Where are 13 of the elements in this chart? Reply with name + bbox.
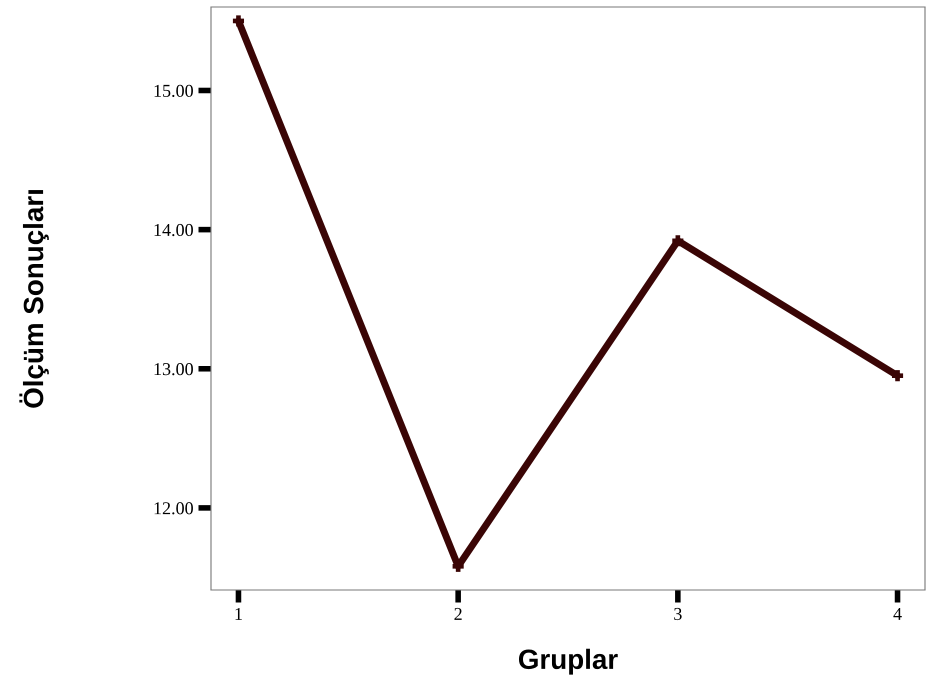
point: [232, 15, 244, 26]
x-tick-label: 3: [674, 608, 682, 620]
y-tick-label: 15.00: [154, 84, 193, 98]
point: [892, 370, 904, 382]
x-tick-label: 2: [454, 608, 462, 620]
y-tick-label: 13.00: [154, 363, 193, 376]
x-tick-label: 1: [236, 608, 242, 620]
x-tick-label: 4: [893, 608, 902, 620]
x-axis-title: Gruplar: [518, 648, 618, 675]
y-tick-label: 12.00: [154, 502, 193, 514]
point: [672, 235, 684, 246]
y-axis-title: Ölçüm Sonuçları: [19, 190, 49, 408]
y-tick-label: 14.00: [154, 224, 193, 236]
